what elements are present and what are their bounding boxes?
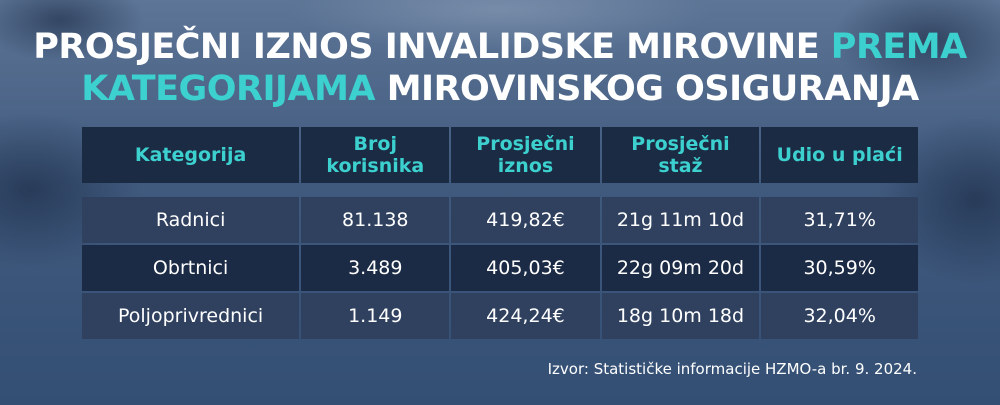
cell-udio-u-placi: 32,04% — [761, 293, 918, 339]
title-line-2: KATEGORIJAMA MIROVINSKOG OSIGURANJA — [0, 68, 1000, 110]
cell-prosjecni-staz: 18g 10m 18d — [601, 293, 760, 339]
cell-broj-korisnika: 3.489 — [301, 245, 450, 291]
table-row: Radnici 81.138 419,82€ 21g 11m 10d 31,71… — [82, 197, 918, 243]
title-line-1: PROSJEČNI IZNOS INVALIDSKE MIROVINE PREM… — [0, 26, 1000, 68]
title-line-1-accent: PREMA — [830, 27, 967, 67]
header-udio-u-placi: Udio u plaći — [761, 127, 918, 183]
cell-udio-u-placi: 31,71% — [761, 197, 918, 243]
source-note: Izvor: Statističke informacije HZMO-a br… — [547, 360, 917, 378]
title-line-1-white: PROSJEČNI IZNOS INVALIDSKE MIROVINE — [33, 27, 820, 67]
header-prosjecni-staz: Prosječni staž — [601, 127, 760, 183]
table-row: Obrtnici 3.489 405,03€ 22g 09m 20d 30,59… — [82, 245, 918, 291]
header-broj-korisnika: Broj korisnika — [301, 127, 450, 183]
title-line-2-white: MIROVINSKOG OSIGURANJA — [386, 69, 920, 109]
cell-kategorija: Radnici — [82, 197, 300, 243]
cell-kategorija: Poljoprivrednici — [82, 293, 300, 339]
pension-table: Kategorija Broj korisnika Prosječni izno… — [80, 125, 920, 341]
cell-prosjecni-iznos: 405,03€ — [451, 245, 600, 291]
page-title: PROSJEČNI IZNOS INVALIDSKE MIROVINE PREM… — [0, 26, 1000, 110]
cell-prosjecni-staz: 22g 09m 20d — [601, 245, 760, 291]
cell-prosjecni-iznos: 424,24€ — [451, 293, 600, 339]
cell-udio-u-placi: 30,59% — [761, 245, 918, 291]
cell-prosjecni-staz: 21g 11m 10d — [601, 197, 760, 243]
cell-broj-korisnika: 81.138 — [301, 197, 450, 243]
cell-broj-korisnika: 1.149 — [301, 293, 450, 339]
header-prosjecni-iznos: Prosječni iznos — [451, 127, 600, 183]
cell-prosjecni-iznos: 419,82€ — [451, 197, 600, 243]
table-row: Poljoprivrednici 1.149 424,24€ 18g 10m 1… — [82, 293, 918, 339]
table-header-row: Kategorija Broj korisnika Prosječni izno… — [82, 127, 918, 183]
header-kategorija: Kategorija — [82, 127, 300, 183]
cell-kategorija: Obrtnici — [82, 245, 300, 291]
title-line-2-accent: KATEGORIJAMA — [81, 69, 376, 109]
table-spacer — [82, 185, 918, 195]
